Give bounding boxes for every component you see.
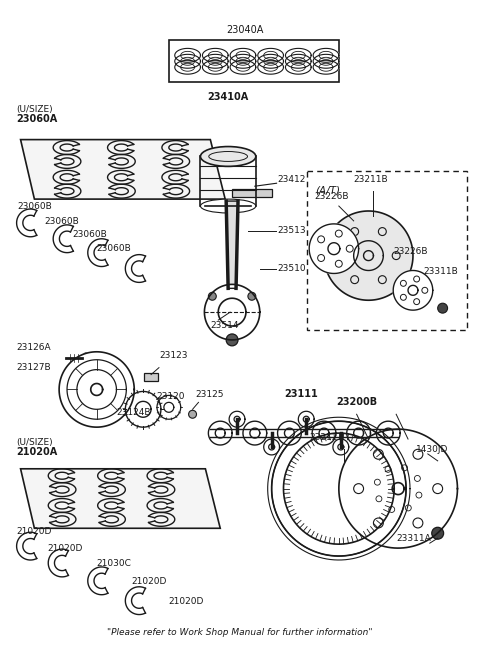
Polygon shape [230,60,256,74]
Ellipse shape [201,199,256,213]
Text: (U/SIZE): (U/SIZE) [17,438,53,447]
Polygon shape [230,54,256,68]
Polygon shape [175,48,201,62]
Polygon shape [229,411,245,427]
Text: 23514: 23514 [210,320,239,329]
Polygon shape [313,60,339,74]
Text: 21020D: 21020D [131,577,167,586]
Circle shape [82,353,92,363]
Polygon shape [157,396,180,419]
Text: 23412: 23412 [277,175,306,184]
Text: 1430JD: 1430JD [416,445,448,454]
Text: 23123: 23123 [159,350,188,360]
Polygon shape [226,201,238,288]
Circle shape [226,334,238,346]
Circle shape [438,303,447,313]
Polygon shape [272,421,406,556]
Text: 23226B: 23226B [314,192,348,201]
Polygon shape [203,54,228,68]
Text: 21020A: 21020A [17,447,58,457]
Text: 23125: 23125 [195,390,224,400]
Polygon shape [230,48,256,62]
Circle shape [189,410,196,419]
Polygon shape [258,60,284,74]
Text: 23126A: 23126A [17,343,51,352]
Polygon shape [21,140,225,199]
Text: 23311B: 23311B [424,267,458,276]
Polygon shape [333,439,349,455]
Text: 23200B: 23200B [336,398,377,407]
Polygon shape [203,60,228,74]
Polygon shape [309,224,359,273]
Text: 23060B: 23060B [72,230,107,239]
Polygon shape [21,469,220,529]
Text: 23124B: 23124B [117,408,151,417]
Polygon shape [347,421,371,445]
Polygon shape [298,411,314,427]
Bar [232,189,272,197]
Polygon shape [175,54,201,68]
Polygon shape [258,48,284,62]
Bar [169,41,339,82]
Polygon shape [312,421,336,445]
Text: (U/SIZE): (U/SIZE) [17,105,53,114]
Text: 23513: 23513 [277,227,306,235]
Polygon shape [376,421,400,445]
Text: 23120: 23120 [156,392,184,402]
Text: (A/T): (A/T) [315,185,340,195]
Text: 23410A: 23410A [207,92,249,102]
Circle shape [208,292,216,300]
Text: 23040A: 23040A [226,26,264,35]
Text: 23311A: 23311A [396,534,431,543]
Text: 23060B: 23060B [44,217,79,226]
Ellipse shape [201,147,256,166]
Polygon shape [313,48,339,62]
Text: 23212: 23212 [309,433,337,442]
Text: 21020D: 21020D [47,544,83,553]
Text: 23226B: 23226B [393,247,428,255]
Polygon shape [264,439,279,455]
Polygon shape [324,211,413,300]
Polygon shape [59,352,134,427]
Polygon shape [277,421,301,445]
Bar [307,172,468,330]
Text: 23127B: 23127B [17,363,51,371]
Polygon shape [286,54,311,68]
Text: 21030C: 21030C [96,559,132,568]
Polygon shape [243,421,267,445]
Polygon shape [339,429,457,548]
Polygon shape [393,271,433,310]
Bar [144,373,158,381]
Text: 21020D: 21020D [17,527,52,536]
Text: 23211B: 23211B [354,176,388,184]
Polygon shape [258,54,284,68]
Polygon shape [125,392,161,427]
Polygon shape [175,60,201,74]
Circle shape [248,292,256,300]
Text: 21020D: 21020D [169,597,204,606]
Polygon shape [208,421,232,445]
Text: 23060B: 23060B [96,244,132,253]
Polygon shape [313,54,339,68]
Polygon shape [203,48,228,62]
Text: 23510: 23510 [277,264,306,273]
Text: 23060A: 23060A [17,114,58,124]
Text: 23111: 23111 [285,389,318,400]
Text: 23060B: 23060B [18,202,52,211]
Circle shape [432,527,444,539]
Text: "Please refer to Work Shop Manual for further information": "Please refer to Work Shop Manual for fu… [107,628,373,637]
Polygon shape [286,60,311,74]
Polygon shape [286,48,311,62]
Polygon shape [204,284,260,340]
